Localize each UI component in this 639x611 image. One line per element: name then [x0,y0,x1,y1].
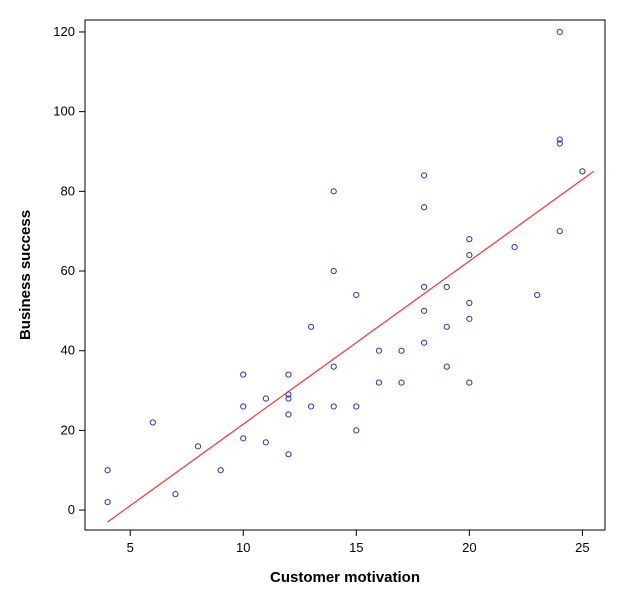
data-point [467,380,472,385]
data-point [467,300,472,305]
data-point [467,237,472,242]
data-point [399,348,404,353]
data-point [195,444,200,449]
data-point [308,324,313,329]
x-tick-label: 25 [575,540,589,555]
data-point [354,292,359,297]
data-point [557,229,562,234]
data-point [422,173,427,178]
data-point [444,364,449,369]
data-point [444,284,449,289]
regression-line [108,171,594,522]
x-axis-label: Customer motivation [270,569,420,586]
data-point [444,324,449,329]
data-point [535,292,540,297]
y-tick-label: 0 [68,502,75,517]
x-tick-label: 20 [462,540,476,555]
y-tick-label: 20 [61,422,75,437]
data-point [376,380,381,385]
data-point [150,420,155,425]
data-point [241,436,246,441]
data-point [422,284,427,289]
data-point [308,404,313,409]
x-tick-label: 15 [349,540,363,555]
data-point [105,468,110,473]
data-point [331,189,336,194]
data-point [331,364,336,369]
data-point [263,440,268,445]
x-tick-label: 5 [127,540,134,555]
data-point [422,340,427,345]
data-point [218,468,223,473]
data-point [241,372,246,377]
data-point [557,29,562,34]
data-point [286,452,291,457]
data-point [354,404,359,409]
plot-area-border [85,20,605,530]
data-point [422,205,427,210]
data-point [467,252,472,257]
chart-svg: 5 10 15 20 25 0 20 40 60 80 100 120 Customer motivat… [0,0,639,611]
data-point [512,245,517,250]
data-point [286,412,291,417]
y-tick-label: 120 [53,24,75,39]
data-point [105,500,110,505]
data-point [467,316,472,321]
x-tick-label: 10 [236,540,250,555]
data-point [263,396,268,401]
data-point [399,380,404,385]
data-point [331,268,336,273]
data-point [354,428,359,433]
y-tick-label: 60 [61,263,75,278]
data-point [286,372,291,377]
y-axis-label: Business success [17,210,34,340]
y-tick-label: 40 [61,343,75,358]
data-point [173,492,178,497]
data-point [376,348,381,353]
y-tick-label: 80 [61,183,75,198]
data-point [241,404,246,409]
data-point [580,169,585,174]
data-point [331,404,336,409]
data-point [422,308,427,313]
scatter-chart: 5 10 15 20 25 0 20 40 60 80 100 120 Customer motivat… [0,0,639,611]
y-tick-label: 100 [53,104,75,119]
